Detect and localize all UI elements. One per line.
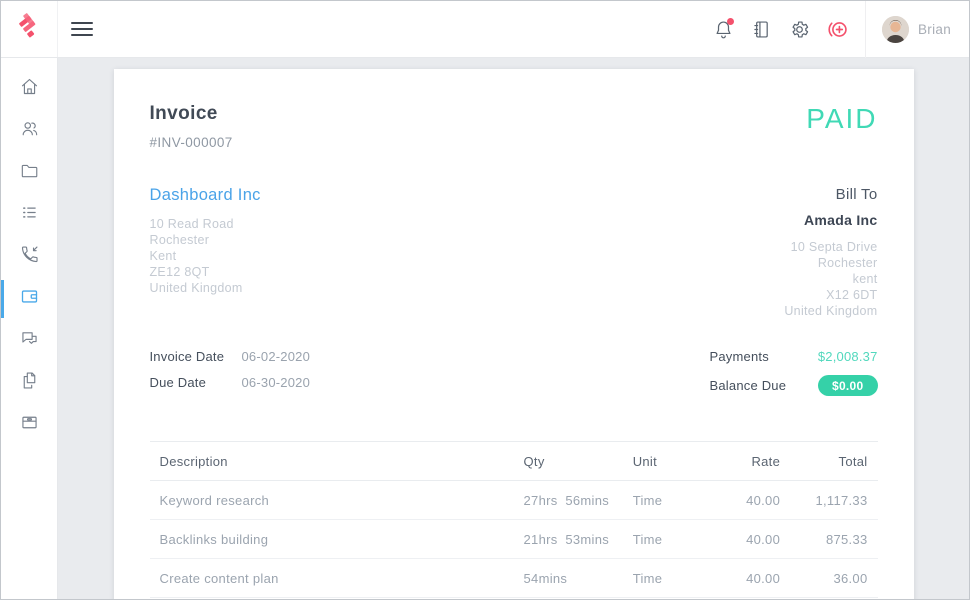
- cell-description: Create content plan: [149, 558, 514, 598]
- sidebar-item-archive[interactable]: [1, 404, 57, 446]
- notebook-icon[interactable]: [743, 10, 781, 48]
- invoice-header: Invoice #INV-000007 PAID: [150, 103, 878, 150]
- settings-gear-icon[interactable]: [781, 10, 819, 48]
- cell-total: 875.33: [790, 519, 878, 559]
- status-badge: PAID: [806, 103, 878, 134]
- wallet-icon: [19, 286, 40, 312]
- address-line: Kent: [149, 249, 177, 263]
- address-line: Rochester: [817, 256, 878, 270]
- due-date-row: Due Date 06-30-2020: [150, 375, 311, 390]
- cell-description: Keyword research: [149, 480, 514, 520]
- cell-total: 36.00: [790, 558, 878, 598]
- address-line: United Kingdom: [149, 281, 243, 295]
- hamburger-menu-icon[interactable]: [71, 14, 93, 44]
- cell-unit: Time: [622, 558, 718, 598]
- sidebar-item-calls[interactable]: [1, 236, 57, 278]
- column-header-total: Total: [790, 441, 878, 481]
- parties-section: Dashboard Inc 10 Read Road Rochester Ken…: [150, 186, 878, 319]
- column-header-description: Description: [149, 441, 514, 481]
- invoice-meta-section: Invoice Date 06-02-2020 Due Date 06-30-2…: [150, 349, 878, 407]
- address-line: kent: [852, 272, 878, 286]
- logo-icon: [14, 12, 44, 47]
- list-icon: [19, 202, 40, 228]
- quick-add-icon[interactable]: [819, 10, 857, 48]
- app-logo[interactable]: [1, 1, 58, 57]
- cell-qty: 27hrs 56mins: [513, 480, 623, 520]
- cell-rate: 40.00: [717, 558, 791, 598]
- bill-to-label: Bill To: [835, 186, 878, 203]
- due-date-label: Due Date: [149, 375, 207, 390]
- table-row: Backlinks building 21hrs 53mins Time 40.…: [149, 519, 878, 559]
- cell-rate: 40.00: [717, 480, 791, 520]
- invoice-card: Invoice #INV-000007 PAID Dashboard Inc 1…: [113, 69, 914, 599]
- table-header-row: Description Qty Unit Rate Total: [149, 441, 878, 481]
- notification-bell-icon[interactable]: [705, 10, 743, 48]
- sidebar-item-contacts[interactable]: [1, 110, 57, 152]
- line-items-table: Description Qty Unit Rate Total Keyword …: [149, 441, 878, 598]
- balance-due-badge: $0.00: [817, 375, 878, 396]
- top-bar: Brian: [1, 1, 969, 58]
- payments-value[interactable]: $2,008.37: [817, 349, 878, 364]
- bill-to-block: Bill To Amada Inc 10 Septa Drive Rochest…: [784, 186, 877, 319]
- invoice-date-row: Invoice Date 06-02-2020: [150, 349, 311, 364]
- address-line: United Kingdom: [784, 304, 878, 318]
- invoice-date-value: 06-02-2020: [241, 349, 310, 364]
- invoice-number: #INV-000007: [149, 135, 233, 150]
- sidebar-item-home[interactable]: [1, 68, 57, 110]
- address-line: ZE12 8QT: [149, 265, 210, 279]
- balance-due-label: Balance Due: [709, 378, 787, 393]
- address-line: X12 6DT: [826, 288, 878, 302]
- home-icon: [19, 76, 40, 102]
- sidebar-item-projects[interactable]: [1, 152, 57, 194]
- address-line: Rochester: [149, 233, 210, 247]
- contacts-icon: [19, 118, 40, 144]
- topbar-divider: [864, 1, 866, 58]
- due-date-value: 06-30-2020: [241, 375, 310, 390]
- payments-block: Payments $2,008.37 Balance Due $0.00: [710, 349, 878, 407]
- cell-unit: Time: [622, 519, 718, 559]
- from-company-name[interactable]: Dashboard Inc: [149, 186, 261, 204]
- sidebar-item-invoices[interactable]: [1, 278, 57, 320]
- chat-icon: [19, 328, 40, 354]
- avatar: [881, 15, 909, 43]
- folder-icon: [19, 160, 40, 186]
- archive-icon: [19, 412, 40, 438]
- cell-qty: 21hrs 53mins: [513, 519, 623, 559]
- main-content: Invoice #INV-000007 PAID Dashboard Inc 1…: [58, 58, 969, 599]
- bill-to-company-name: Amada Inc: [804, 212, 878, 228]
- dates-block: Invoice Date 06-02-2020 Due Date 06-30-2…: [150, 349, 311, 401]
- cell-description: Backlinks building: [149, 519, 514, 559]
- balance-due-row: Balance Due $0.00: [710, 375, 878, 396]
- cell-unit: Time: [622, 480, 718, 520]
- sidebar-item-messages[interactable]: [1, 320, 57, 362]
- cell-qty: 54mins: [513, 558, 623, 598]
- payments-label: Payments: [709, 349, 769, 364]
- column-header-rate: Rate: [717, 441, 791, 481]
- notification-dot: [726, 18, 734, 25]
- user-menu[interactable]: Brian: [866, 1, 969, 57]
- sidebar-item-tasks[interactable]: [1, 194, 57, 236]
- column-header-unit: Unit: [622, 441, 718, 481]
- payments-row: Payments $2,008.37: [710, 349, 878, 364]
- phone-incoming-icon: [19, 244, 40, 270]
- cell-rate: 40.00: [717, 519, 791, 559]
- user-name: Brian: [917, 21, 951, 37]
- page-title: Invoice: [149, 103, 218, 124]
- invoice-date-label: Invoice Date: [149, 349, 225, 364]
- from-address: 10 Read Road Rochester Kent ZE12 8QT Uni…: [150, 216, 261, 296]
- table-row: Keyword research 27hrs 56mins Time 40.00…: [149, 480, 878, 520]
- bill-to-address: 10 Septa Drive Rochester kent X12 6DT Un…: [784, 239, 877, 319]
- column-header-qty: Qty: [513, 441, 623, 481]
- cell-total: 1,117.33: [790, 480, 878, 520]
- documents-icon: [19, 370, 40, 396]
- table-row: Create content plan 54mins Time 40.00 36…: [149, 558, 878, 598]
- address-line: 10 Read Road: [149, 217, 234, 231]
- sidebar: [1, 58, 58, 599]
- address-line: 10 Septa Drive: [790, 240, 878, 254]
- from-block: Dashboard Inc 10 Read Road Rochester Ken…: [150, 186, 261, 319]
- sidebar-item-documents[interactable]: [1, 362, 57, 404]
